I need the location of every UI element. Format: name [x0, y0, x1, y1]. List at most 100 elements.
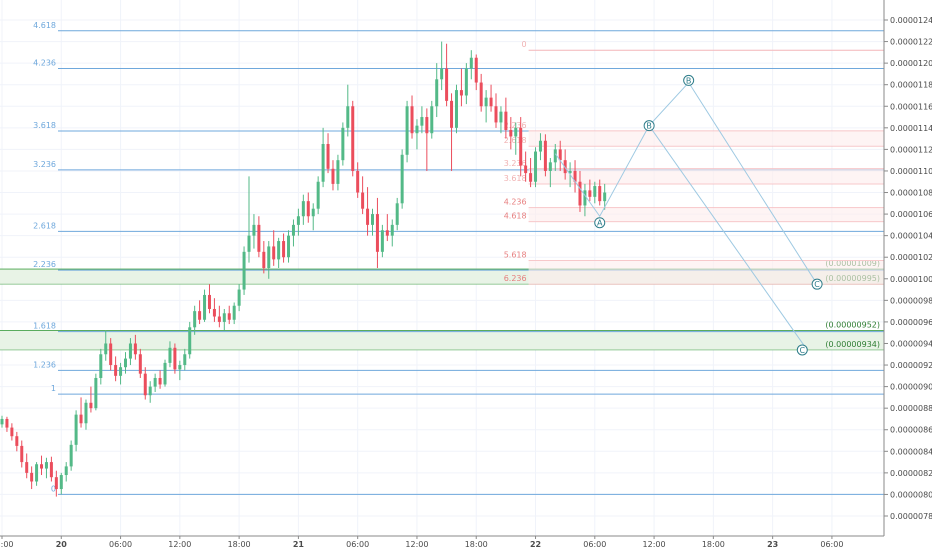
candle-body [445, 68, 449, 101]
candle-body [30, 472, 34, 482]
candle-body [262, 251, 266, 268]
candle-body [464, 68, 468, 96]
candle-body [331, 168, 335, 184]
candle-body [519, 127, 523, 166]
x-tick-label: 06:00 [820, 540, 843, 549]
x-tick-label: 18:00 [0, 540, 14, 549]
zone-label-top: (0.00000952) [825, 321, 880, 330]
candle-body [282, 241, 286, 258]
candle-body [474, 57, 478, 83]
x-tick-label: 06:00 [109, 540, 132, 549]
candle-body [163, 362, 167, 385]
candle-body [356, 170, 360, 193]
candle-body [188, 327, 192, 355]
wave-label-circle [643, 120, 655, 132]
candle-body [94, 377, 98, 409]
candle-body [301, 201, 305, 217]
candle-body [514, 127, 518, 137]
wave-label-C: C [799, 346, 805, 355]
candle-body [529, 173, 533, 182]
candle-body [109, 343, 113, 366]
candle-body [489, 97, 493, 107]
candle-body [583, 190, 587, 206]
candle-body [568, 170, 572, 174]
candle-body [469, 57, 473, 69]
candle-body [133, 343, 137, 355]
x-tick-label: 20 [56, 540, 68, 549]
candle-body [291, 224, 295, 236]
candle-body [124, 358, 127, 368]
candle-body [178, 365, 182, 370]
candle-body [351, 106, 355, 171]
candle-body [203, 294, 207, 320]
candle-body [59, 475, 63, 490]
candles-layer [0, 41, 607, 497]
candle-body [538, 140, 542, 152]
candle-body [479, 82, 483, 107]
candle-body [287, 235, 291, 258]
x-tick-label: 12:00 [168, 540, 191, 549]
candle-body [193, 311, 197, 328]
candle-body [306, 201, 310, 217]
red-fib-label: 3.236 [504, 159, 527, 168]
candle-body [10, 427, 14, 437]
blue-fib-label: 1 [51, 384, 56, 393]
candle-body [390, 224, 394, 236]
candle-body [119, 367, 123, 376]
candle-body [74, 414, 78, 445]
blue-fib-label: 1.236 [33, 360, 56, 369]
x-tick-label: 22 [530, 540, 541, 549]
wave-layer: A B B C C [554, 74, 823, 356]
candle-body [405, 106, 409, 155]
wave-label-circle [683, 74, 695, 86]
candle-body [494, 106, 498, 123]
candle-body [504, 111, 508, 130]
red-fib-label: 4.236 [504, 198, 527, 207]
candle-body [128, 343, 132, 359]
zones-layer: (0.00001009)(0.00000995)(0.00000952)(0.0… [0, 259, 884, 351]
candle-body [420, 117, 424, 126]
blue-fib-label: 1.618 [33, 322, 56, 331]
blue-fib-label: 2.618 [33, 221, 56, 230]
candle-body [524, 165, 528, 174]
candle-body [138, 354, 142, 374]
red-fib-label: 2.618 [504, 136, 527, 145]
candle-body [54, 477, 58, 490]
candle-body [593, 186, 597, 197]
blue-fib-label: 3.236 [33, 160, 56, 169]
candle-body [40, 464, 44, 469]
candle-body [158, 377, 162, 385]
candle-body [410, 106, 414, 134]
x-tick-label: 12:00 [643, 540, 666, 549]
x-tick-label: 23 [767, 540, 778, 549]
candle-body [371, 214, 374, 225]
x-tick-label: 06:00 [583, 540, 606, 549]
y-tick-label: 0.00000780 [890, 512, 932, 521]
blue-fib-label: 4.236 [33, 59, 56, 68]
candle-body [509, 129, 513, 137]
zone-label-bottom: (0.00000934) [825, 340, 880, 349]
x-tick-label: 18:00 [702, 540, 725, 549]
candle-body [252, 224, 256, 236]
wave-label-A: A [597, 219, 603, 228]
candle-body [553, 149, 557, 163]
red-fib-label: 5.618 [504, 250, 527, 259]
candle-body [237, 289, 241, 306]
candle-body [603, 192, 607, 202]
candle-body [44, 462, 48, 469]
candle-body [35, 464, 39, 482]
candle-body [198, 311, 202, 320]
